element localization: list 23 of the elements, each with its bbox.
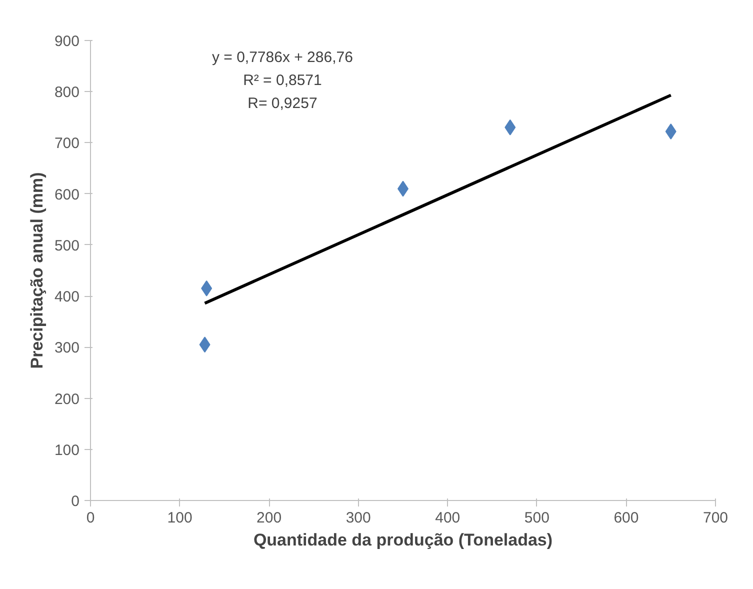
y-tick-label: 900	[54, 33, 80, 50]
annotation: R² = 0,8571	[243, 72, 322, 90]
y-tick-label: 300	[54, 340, 80, 357]
annotation: y = 0,7786x + 286,76	[212, 49, 353, 66]
y-tick-label: 0	[71, 493, 80, 510]
x-tick-label: 700	[702, 510, 728, 526]
y-tick-label: 800	[54, 84, 80, 102]
y-tick-label: 600	[54, 186, 80, 204]
x-tick-label: 500	[524, 510, 550, 526]
x-tick-label: 0	[86, 510, 95, 526]
y-tick-label: 500	[54, 237, 80, 254]
x-axis-title: Quantidade da produção (Toneladas)	[253, 530, 553, 550]
y-tick-label: 700	[54, 135, 80, 152]
x-tick-label: 100	[167, 510, 192, 526]
y-tick-label: 100	[54, 442, 80, 459]
y-tick-label: 200	[54, 390, 80, 408]
x-tick-label: 600	[614, 510, 639, 526]
x-tick-label: 300	[346, 510, 371, 526]
annotation: R= 0,9257	[248, 95, 318, 112]
x-tick-label: 200	[256, 510, 282, 526]
y-axis-title: Precipitação anual (mm)	[27, 172, 46, 369]
y-tick-label: 400	[54, 288, 80, 306]
x-tick-label: 400	[435, 510, 460, 526]
